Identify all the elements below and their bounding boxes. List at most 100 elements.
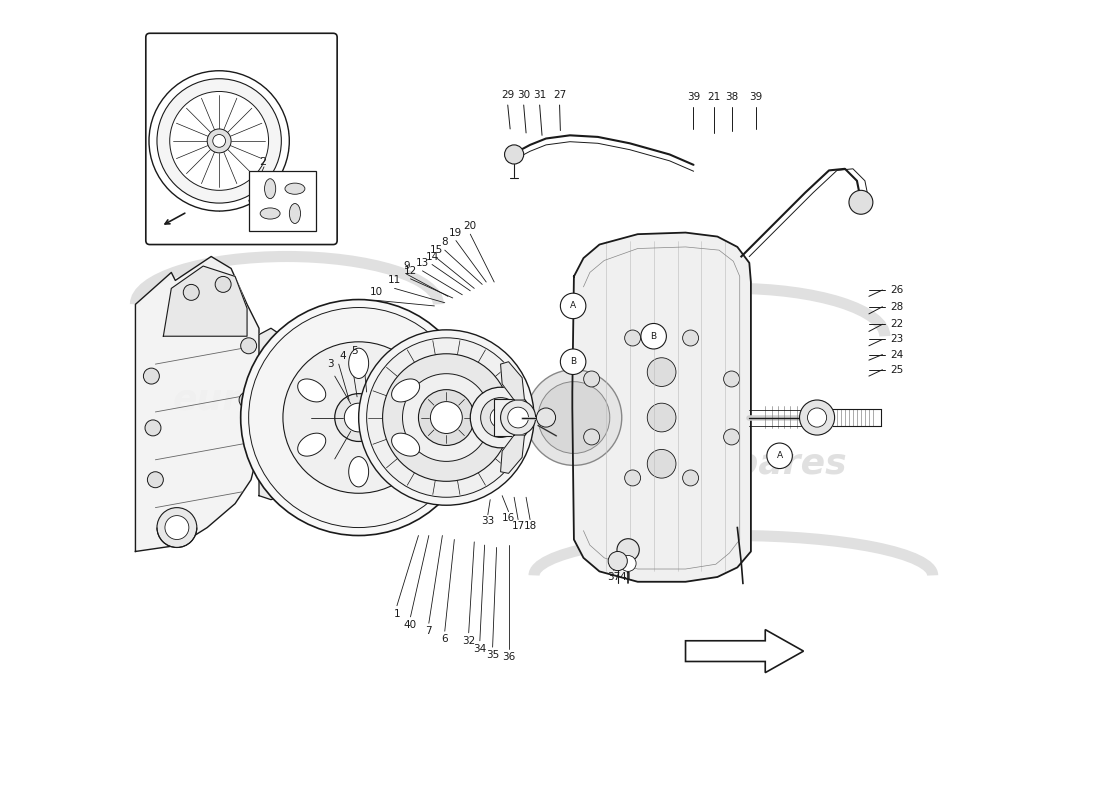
Text: 1: 1 (394, 609, 400, 618)
Text: 23: 23 (890, 334, 903, 345)
Circle shape (344, 403, 373, 432)
Text: 7: 7 (426, 626, 432, 636)
Text: 10: 10 (370, 287, 383, 298)
Text: 40: 40 (404, 620, 417, 630)
Circle shape (491, 407, 510, 428)
Text: 6: 6 (441, 634, 448, 644)
Circle shape (184, 285, 199, 300)
Text: 35: 35 (486, 650, 499, 660)
Circle shape (724, 429, 739, 445)
Circle shape (241, 299, 476, 535)
Circle shape (647, 403, 676, 432)
Text: 18: 18 (524, 521, 537, 531)
Circle shape (366, 338, 526, 498)
Ellipse shape (349, 457, 368, 487)
Text: 9: 9 (404, 261, 410, 271)
Circle shape (508, 407, 528, 428)
Text: 34: 34 (473, 644, 486, 654)
Text: 27: 27 (553, 90, 566, 101)
Text: 14: 14 (426, 251, 439, 262)
Text: 15: 15 (430, 245, 443, 255)
Ellipse shape (264, 178, 276, 198)
Circle shape (216, 277, 231, 292)
Ellipse shape (392, 379, 419, 402)
Ellipse shape (349, 348, 368, 378)
Text: 24: 24 (890, 350, 903, 359)
Text: 13: 13 (416, 258, 429, 268)
Text: 31: 31 (534, 90, 547, 101)
Text: 25: 25 (890, 365, 903, 374)
Text: 41: 41 (619, 572, 632, 582)
Text: eurospares: eurospares (173, 383, 402, 417)
Circle shape (212, 134, 226, 147)
Text: 20: 20 (464, 222, 476, 231)
Text: 37: 37 (607, 572, 620, 582)
Text: 4: 4 (340, 351, 346, 361)
Text: 38: 38 (725, 92, 738, 102)
Circle shape (169, 91, 268, 190)
Circle shape (767, 443, 792, 469)
Text: 22: 22 (890, 319, 903, 330)
Circle shape (560, 293, 586, 318)
Circle shape (481, 398, 520, 438)
Text: A: A (570, 302, 576, 310)
Circle shape (471, 387, 531, 448)
Text: 17: 17 (512, 521, 525, 531)
Circle shape (505, 145, 524, 164)
Text: 2: 2 (258, 157, 266, 166)
Circle shape (617, 538, 639, 561)
Text: 21: 21 (707, 92, 721, 102)
Circle shape (143, 368, 160, 384)
Circle shape (239, 392, 255, 408)
Circle shape (724, 371, 739, 387)
Text: 26: 26 (890, 285, 903, 295)
Polygon shape (500, 362, 525, 400)
Circle shape (625, 330, 640, 346)
Text: 36: 36 (502, 652, 515, 662)
Circle shape (249, 307, 469, 527)
Text: 12: 12 (404, 266, 417, 276)
Text: eurospares: eurospares (619, 446, 848, 481)
Text: 39: 39 (686, 92, 700, 102)
Bar (494, 399, 522, 436)
Text: 3: 3 (328, 359, 334, 369)
Ellipse shape (285, 183, 305, 194)
Circle shape (157, 78, 282, 203)
Circle shape (560, 349, 586, 374)
Circle shape (165, 515, 189, 539)
Circle shape (647, 358, 676, 386)
Ellipse shape (298, 433, 326, 456)
Circle shape (147, 472, 163, 488)
Polygon shape (572, 233, 751, 582)
Circle shape (537, 408, 556, 427)
Circle shape (430, 402, 462, 434)
Circle shape (849, 190, 873, 214)
Circle shape (283, 342, 434, 494)
Text: 16: 16 (502, 513, 515, 523)
Circle shape (683, 330, 698, 346)
Ellipse shape (261, 208, 280, 219)
Polygon shape (135, 257, 258, 551)
Text: 11: 11 (388, 275, 401, 286)
Circle shape (641, 323, 667, 349)
Circle shape (207, 129, 231, 153)
Circle shape (418, 390, 474, 446)
Circle shape (647, 450, 676, 478)
Circle shape (807, 408, 826, 427)
Circle shape (145, 420, 161, 436)
Polygon shape (258, 328, 283, 500)
Text: 28: 28 (890, 302, 903, 312)
Circle shape (526, 370, 621, 466)
Ellipse shape (298, 379, 326, 402)
Circle shape (157, 508, 197, 547)
Circle shape (241, 338, 256, 354)
Text: A: A (777, 451, 783, 460)
FancyBboxPatch shape (146, 34, 337, 245)
Text: 39: 39 (749, 92, 762, 102)
Polygon shape (685, 630, 803, 673)
Circle shape (148, 70, 289, 211)
Circle shape (620, 555, 636, 571)
Circle shape (584, 429, 600, 445)
Circle shape (500, 400, 536, 435)
Text: 5: 5 (351, 346, 358, 355)
